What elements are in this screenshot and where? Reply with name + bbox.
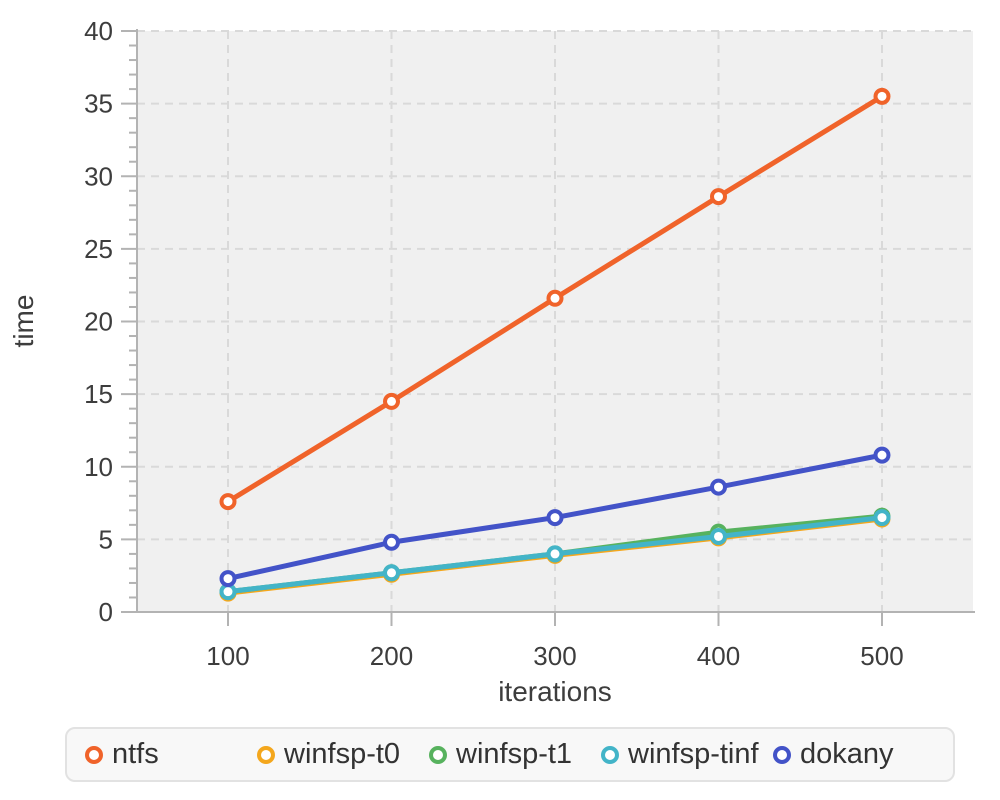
y-tick-label: 0 bbox=[99, 597, 113, 627]
axes bbox=[121, 29, 975, 626]
tick-labels: 0 5 10 15 20 25 30 35 40 100 200 300 400 500 bbox=[84, 16, 904, 671]
y-tick-label: 15 bbox=[84, 379, 113, 409]
x-tick-label: 100 bbox=[206, 641, 249, 671]
data-point-ntfs bbox=[873, 87, 891, 105]
data-point-ntfs bbox=[710, 188, 727, 206]
legend-marker-winfsp-t0-icon bbox=[257, 745, 275, 764]
x-tick-label: 400 bbox=[697, 641, 740, 671]
data-point-ntfs bbox=[383, 392, 400, 410]
legend: ntfs winfsp-t0 winfsp-t1 winfsp-tinf dok… bbox=[65, 727, 955, 782]
x-tick-label: 200 bbox=[370, 641, 413, 671]
y-tick-label: 30 bbox=[84, 161, 113, 191]
y-tick-label: 20 bbox=[84, 307, 113, 337]
legend-marker-winfsp-tinf-icon bbox=[601, 745, 619, 764]
line-chart: 0 5 10 15 20 25 30 35 40 100 200 300 400 500 iteratio… bbox=[8, 16, 975, 707]
x-tick-label: 300 bbox=[533, 641, 576, 671]
legend-item-winfsp-t0: winfsp-t0 bbox=[257, 738, 429, 771]
legend-marker-dokany-icon bbox=[773, 745, 791, 764]
series-dokany bbox=[219, 446, 891, 588]
y-tick-label: 35 bbox=[84, 89, 113, 119]
legend-label-dokany: dokany bbox=[800, 738, 894, 770]
legend-marker-ntfs-icon bbox=[85, 745, 103, 764]
data-point-ntfs bbox=[546, 289, 564, 307]
legend-item-dokany: dokany bbox=[773, 738, 894, 771]
y-axis-title: time bbox=[8, 295, 39, 348]
data-point-winfsp-tinf bbox=[710, 527, 727, 545]
data-point-winfsp-tinf bbox=[383, 564, 400, 582]
legend-label-winfsp-t0: winfsp-t0 bbox=[284, 738, 401, 770]
y-tick-label: 40 bbox=[84, 16, 113, 46]
x-tick-label: 500 bbox=[860, 641, 903, 671]
legend-item-winfsp-t1: winfsp-t1 bbox=[429, 738, 601, 771]
series-ntfs bbox=[219, 87, 891, 511]
legend-label-ntfs: ntfs bbox=[112, 738, 159, 770]
data-point-dokany bbox=[219, 570, 237, 588]
x-axis-title: iterations bbox=[498, 676, 612, 707]
data-point-dokany bbox=[383, 533, 400, 551]
data-point-winfsp-tinf bbox=[873, 509, 891, 527]
data-point-dokany bbox=[873, 446, 891, 464]
series-lines bbox=[219, 87, 891, 602]
data-point-winfsp-tinf bbox=[546, 545, 564, 563]
y-tick-label: 10 bbox=[84, 452, 113, 482]
legend-item-ntfs: ntfs bbox=[85, 738, 257, 771]
data-point-dokany bbox=[710, 478, 727, 496]
y-tick-label: 25 bbox=[84, 234, 113, 264]
legend-marker-winfsp-t1-icon bbox=[429, 745, 447, 764]
legend-label-winfsp-tinf: winfsp-tinf bbox=[628, 738, 759, 770]
data-point-dokany bbox=[546, 509, 564, 527]
data-point-ntfs bbox=[219, 493, 237, 511]
y-tick-label: 5 bbox=[99, 524, 113, 554]
data-point-winfsp-tinf bbox=[219, 583, 237, 601]
legend-label-winfsp-t1: winfsp-t1 bbox=[456, 738, 573, 770]
legend-item-winfsp-tinf: winfsp-tinf bbox=[601, 738, 773, 771]
series-winfsp-tinf bbox=[219, 509, 891, 601]
